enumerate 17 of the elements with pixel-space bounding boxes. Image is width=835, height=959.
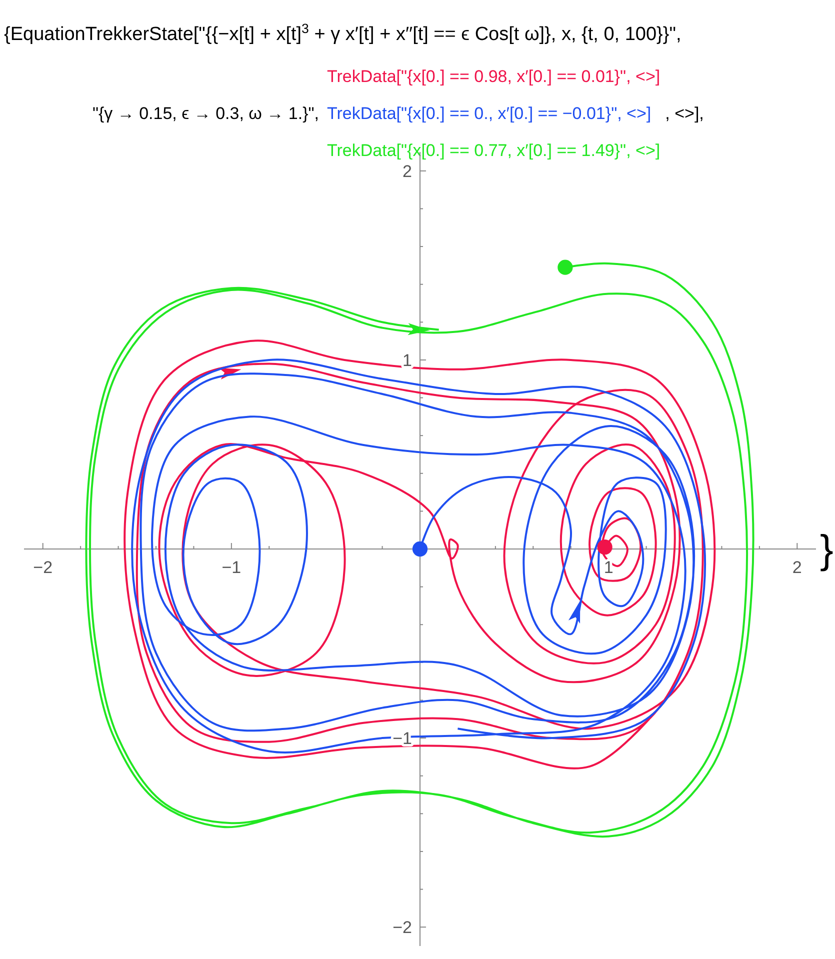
x-tick-label: 2	[792, 558, 802, 577]
text: TrekData["{x[0.] == 0.98, x′[0.] == 0.01}", <>]	[327, 67, 660, 86]
point	[597, 540, 612, 555]
text: TrekData["{x[0.] == 0.77, x′[0.] == 1.49}", <>]	[327, 141, 660, 160]
point	[412, 541, 428, 557]
text: TrekData["{x[0.] == 0., x′[0.] == −0.01}", <>]	[327, 104, 652, 123]
point	[558, 260, 573, 275]
text: }	[820, 528, 834, 572]
x-tick-label: 1	[604, 558, 614, 577]
chart-title: {EquationTrekkerState["{{−x[t] + x[t]$^{3}$ + γ x′[t] + x′′[t] == ϵ Cos[t ω]}, x, {t, 0, 100}}",	[4, 20, 682, 45]
y-tick-label: 1	[402, 350, 412, 370]
chart-subtitle: "{γ → 0.15, ϵ → 0.3, ω → 1.}",	[92, 104, 319, 123]
y-tick-label: −2	[392, 918, 412, 938]
x-tick-label: −1	[222, 558, 242, 577]
x-tick-label: −2	[33, 558, 53, 577]
y-tick-label: 2	[402, 162, 412, 181]
text: , <>],	[665, 104, 704, 123]
